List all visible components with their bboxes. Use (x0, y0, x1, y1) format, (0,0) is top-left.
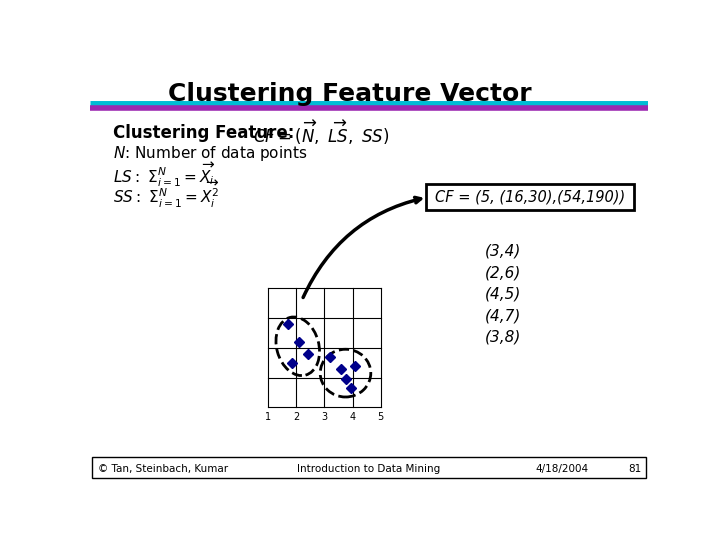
Text: CF = (5, (16,30),(54,190)): CF = (5, (16,30),(54,190)) (435, 190, 625, 205)
FancyBboxPatch shape (426, 184, 634, 211)
Text: $N$: Number of data points: $N$: Number of data points (113, 144, 307, 163)
Text: $LS{:}\ \Sigma^N_{i=1}=\overrightarrow{X_i}$: $LS{:}\ \Sigma^N_{i=1}=\overrightarrow{X… (113, 160, 216, 188)
Text: Introduction to Data Mining: Introduction to Data Mining (297, 464, 441, 474)
Text: 4/18/2004: 4/18/2004 (536, 464, 589, 474)
Text: Clustering Feature Vector: Clustering Feature Vector (168, 82, 531, 106)
FancyBboxPatch shape (91, 457, 647, 478)
Text: (3,4): (3,4) (485, 244, 521, 259)
Text: Clustering Feature:: Clustering Feature: (113, 124, 294, 141)
Text: 5: 5 (377, 412, 384, 422)
Text: 4: 4 (349, 412, 356, 422)
Text: 3: 3 (321, 412, 328, 422)
Text: (4,5): (4,5) (485, 287, 521, 302)
Text: $SS{:}\ \Sigma^N_{i=1}=\overrightarrow{X_i^2}$: $SS{:}\ \Sigma^N_{i=1}=\overrightarrow{X… (113, 178, 220, 210)
Text: $CF = (\overrightarrow{N},\ \overrightarrow{LS},\ SS)$: $CF = (\overrightarrow{N},\ \overrightar… (253, 118, 389, 147)
Text: 1: 1 (265, 412, 271, 422)
Text: © Tan, Steinbach, Kumar: © Tan, Steinbach, Kumar (98, 464, 228, 474)
Text: (4,7): (4,7) (485, 308, 521, 323)
Text: (3,8): (3,8) (485, 330, 521, 345)
Text: 2: 2 (293, 412, 300, 422)
Text: (2,6): (2,6) (485, 265, 521, 280)
Text: 81: 81 (629, 464, 642, 474)
